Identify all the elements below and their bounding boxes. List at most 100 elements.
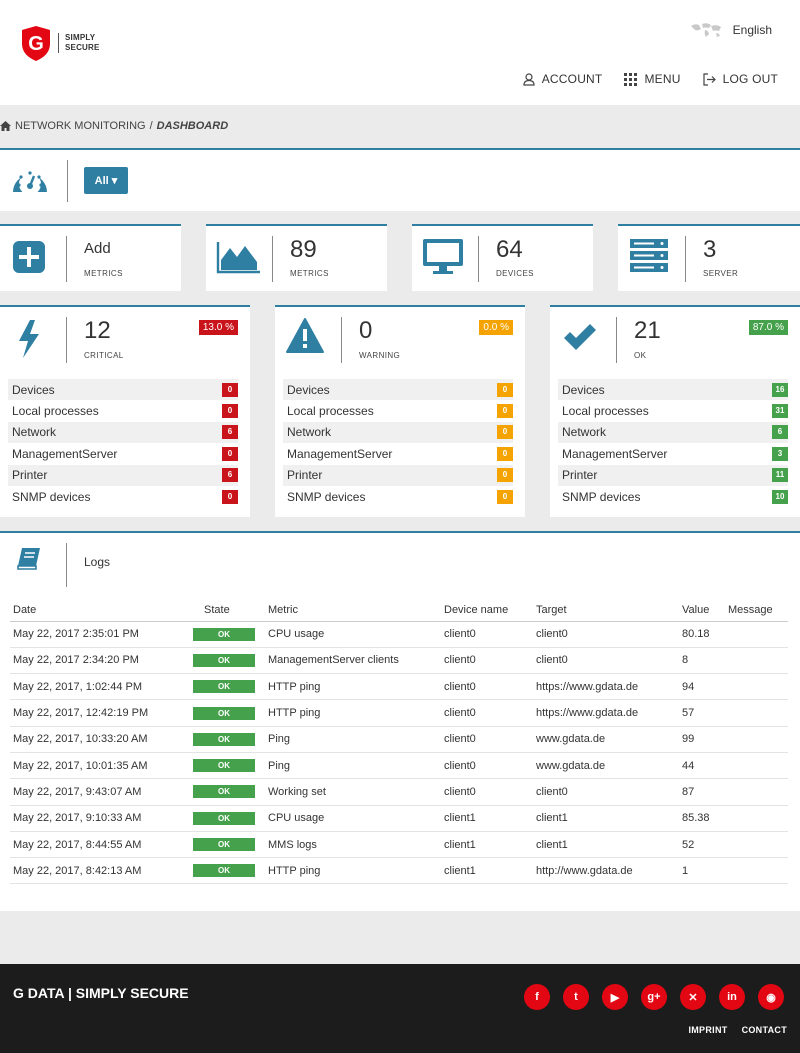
table-row[interactable]: May 22, 2017, 10:01:35 AM OK Ping client0 ww… bbox=[10, 752, 788, 780]
gdata-logo[interactable]: G SIMPLY SECURE bbox=[20, 24, 100, 62]
col-date[interactable]: Date bbox=[10, 599, 190, 622]
state-ok-badge: OK bbox=[193, 838, 255, 852]
status-row[interactable]: ManagementServer 0 bbox=[8, 443, 238, 464]
status-row[interactable]: Local processes 0 bbox=[283, 400, 513, 421]
breadcrumb-root[interactable]: NETWORK MONITORING bbox=[15, 120, 146, 132]
imprint-link[interactable]: IMPRINT bbox=[688, 1025, 728, 1035]
cell-state: OK bbox=[190, 831, 265, 859]
facebook-icon[interactable]: f bbox=[524, 984, 550, 1010]
count-badge: 0 bbox=[497, 382, 513, 397]
col-state[interactable]: State bbox=[190, 599, 265, 622]
book-icon bbox=[17, 548, 40, 570]
table-row[interactable]: May 22, 2017, 9:10:33 AM OK CPU usage clien… bbox=[10, 805, 788, 832]
warning-label: WARNING bbox=[359, 351, 401, 360]
status-row[interactable]: Printer 11 bbox=[558, 464, 788, 486]
ok-count: 21 bbox=[634, 317, 661, 344]
server-count: 3 bbox=[703, 236, 717, 263]
ok-percent-badge: 87.0 % bbox=[748, 320, 788, 335]
col-device-name[interactable]: Device name bbox=[441, 599, 533, 622]
status-row[interactable]: Printer 6 bbox=[8, 464, 238, 486]
cell-device: client1 bbox=[441, 857, 533, 885]
status-row-label: Local processes bbox=[287, 404, 374, 419]
cell-target: client0 bbox=[533, 647, 679, 675]
metrics-label: METRICS bbox=[290, 269, 329, 278]
twitter-icon[interactable]: t bbox=[563, 984, 589, 1010]
status-row[interactable]: Devices 0 bbox=[283, 379, 513, 401]
status-row[interactable]: Local processes 31 bbox=[558, 400, 788, 421]
metrics-card[interactable]: 89 METRICS bbox=[206, 224, 387, 291]
xing-icon[interactable]: ✕ bbox=[680, 984, 706, 1010]
status-row-label: Network bbox=[287, 425, 332, 440]
table-row[interactable]: May 22, 2017 2:35:01 PM OK CPU usage client… bbox=[10, 621, 788, 648]
status-row[interactable]: Network 6 bbox=[558, 421, 788, 444]
status-row[interactable]: SNMP devices 0 bbox=[283, 486, 513, 507]
status-row-label: SNMP devices bbox=[287, 489, 366, 504]
grid-menu-icon bbox=[624, 72, 638, 86]
warning-count: 0 bbox=[359, 317, 373, 344]
critical-percent-badge: 13.0 % bbox=[198, 320, 238, 335]
ok-card[interactable]: 21 OK 87.0 % Devices 16 Local processes 31 N… bbox=[550, 305, 800, 517]
cell-device: client0 bbox=[441, 699, 533, 727]
google-plus-icon[interactable]: g+ bbox=[641, 984, 667, 1010]
server-card[interactable]: 3 SERVER bbox=[618, 224, 800, 291]
col-value[interactable]: Value bbox=[679, 599, 725, 622]
cell-message bbox=[725, 857, 788, 885]
add-metrics-card[interactable]: Add METRICS bbox=[0, 224, 181, 291]
status-row[interactable]: Devices 16 bbox=[558, 379, 788, 401]
status-row[interactable]: Devices 0 bbox=[8, 379, 238, 401]
status-row-label: Devices bbox=[12, 382, 55, 397]
ok-label: OK bbox=[634, 351, 647, 360]
top-nav: ACCOUNT MENU LOG OUT bbox=[523, 72, 778, 86]
status-row[interactable]: Network 0 bbox=[283, 421, 513, 444]
divider bbox=[66, 543, 67, 587]
count-badge: 0 bbox=[222, 489, 238, 504]
breadcrumb-separator: / bbox=[149, 120, 153, 132]
divider bbox=[66, 236, 67, 282]
table-row[interactable]: May 22, 2017, 10:33:20 AM OK Ping client0 ww… bbox=[10, 726, 788, 753]
devices-card[interactable]: 64 DEVICES bbox=[412, 224, 593, 291]
table-row[interactable]: May 22, 2017, 1:02:44 PM OK HTTP ping clien… bbox=[10, 673, 788, 701]
cell-message bbox=[725, 621, 788, 648]
logout-link[interactable]: LOG OUT bbox=[702, 72, 778, 86]
cell-message bbox=[725, 726, 788, 753]
table-row[interactable]: May 22, 2017, 12:42:19 PM OK HTTP ping clie… bbox=[10, 699, 788, 727]
logout-label: LOG OUT bbox=[722, 72, 778, 86]
account-link[interactable]: ACCOUNT bbox=[523, 72, 603, 86]
col-metric[interactable]: Metric bbox=[265, 599, 441, 622]
cell-value: 8 bbox=[679, 647, 725, 675]
status-row[interactable]: Printer 0 bbox=[283, 464, 513, 486]
status-row-label: SNMP devices bbox=[562, 489, 641, 504]
menu-link[interactable]: MENU bbox=[624, 72, 680, 86]
youtube-icon[interactable]: ▶ bbox=[602, 984, 628, 1010]
count-badge: 0 bbox=[497, 489, 513, 504]
caret-down-icon: ▾ bbox=[111, 175, 118, 187]
critical-card[interactable]: 12 CRITICAL 13.0 % Devices 0 Local process… bbox=[0, 305, 250, 517]
rss-icon[interactable]: ◉ bbox=[758, 984, 784, 1010]
table-row[interactable]: May 22, 2017 2:34:20 PM OK ManagementServe… bbox=[10, 647, 788, 675]
status-row[interactable]: Local processes 0 bbox=[8, 400, 238, 421]
status-row[interactable]: Network 6 bbox=[8, 421, 238, 444]
home-icon[interactable] bbox=[0, 121, 11, 131]
language-selector[interactable]: English bbox=[689, 22, 772, 38]
cell-date: May 22, 2017 2:34:20 PM bbox=[10, 647, 190, 675]
contact-link[interactable]: CONTACT bbox=[741, 1025, 787, 1035]
table-row[interactable]: May 22, 2017, 8:42:13 AM OK HTTP ping clien… bbox=[10, 857, 788, 885]
cell-target: client0 bbox=[533, 778, 679, 806]
linkedin-icon[interactable]: in bbox=[719, 984, 745, 1010]
table-row[interactable]: May 22, 2017, 8:44:55 AM OK MMS logs client… bbox=[10, 831, 788, 859]
status-row[interactable]: SNMP devices 0 bbox=[8, 486, 238, 507]
status-row-label: Network bbox=[12, 425, 57, 440]
status-row[interactable]: ManagementServer 0 bbox=[283, 443, 513, 464]
warning-card[interactable]: 0 WARNING 0.0 % Devices 0 Local processes 0… bbox=[275, 305, 525, 517]
status-row[interactable]: ManagementServer 3 bbox=[558, 443, 788, 464]
status-row[interactable]: SNMP devices 10 bbox=[558, 486, 788, 507]
table-row[interactable]: May 22, 2017, 9:43:07 AM OK Working set cli… bbox=[10, 778, 788, 806]
filter-all-dropdown[interactable]: All ▾ bbox=[84, 167, 128, 194]
col-message[interactable]: Message bbox=[725, 599, 788, 622]
col-target[interactable]: Target bbox=[533, 599, 679, 622]
status-row-label: Printer bbox=[287, 468, 323, 483]
count-badge: 16 bbox=[772, 382, 788, 397]
footer-links: IMPRINT CONTACT bbox=[688, 1025, 787, 1035]
footer: G DATA | SIMPLY SECURE f t ▶ g+ ✕ in ◉ IMPRINT… bbox=[0, 964, 800, 1053]
language-label: English bbox=[732, 23, 772, 37]
